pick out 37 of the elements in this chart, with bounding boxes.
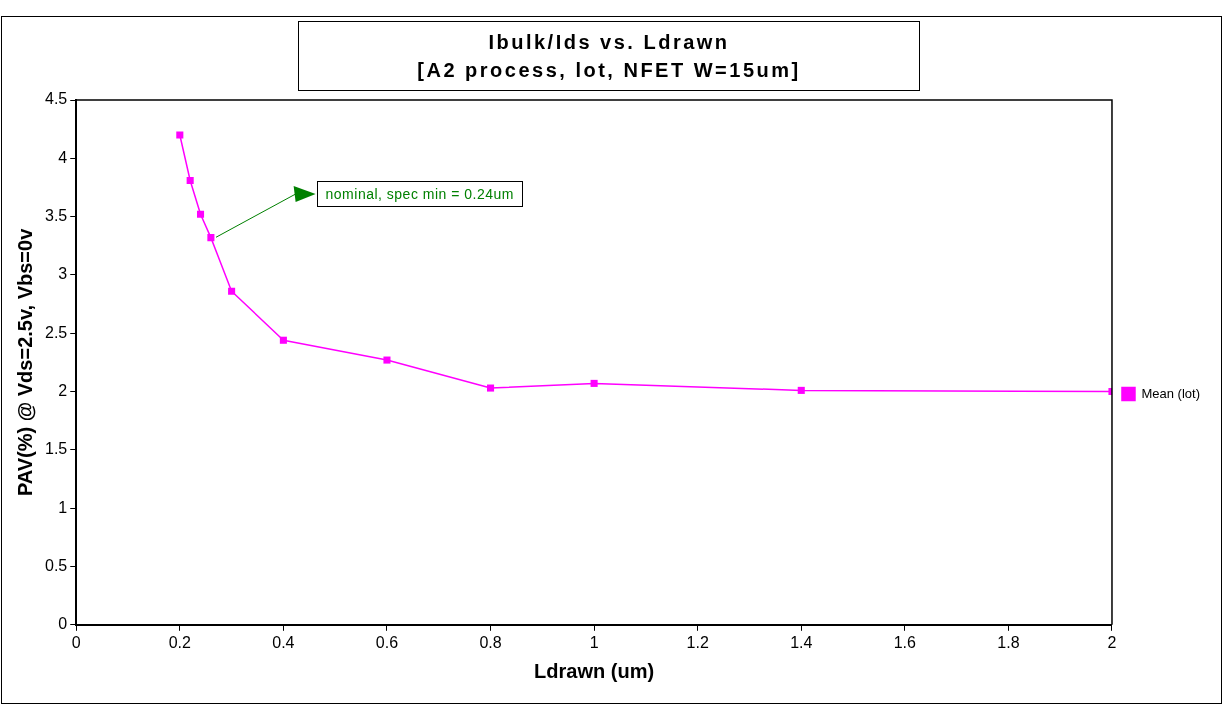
x-tick-label: 0.8 [479, 633, 502, 651]
x-tick-label: 1 [589, 633, 599, 651]
point [197, 210, 205, 218]
x-tick-label: 1.4 [790, 633, 813, 651]
y-tick-label: 3.5 [44, 207, 68, 225]
point [590, 379, 598, 387]
point [207, 234, 215, 242]
y-tick-label: 0.5 [44, 556, 68, 574]
x-tick-label: 0.4 [272, 633, 295, 651]
chart-title: Ibulk/Ids vs. Ldrawn [487, 30, 731, 55]
point [279, 336, 287, 344]
y-tick-label: 4.5 [44, 90, 68, 108]
point [186, 176, 194, 185]
y-tick-label: 2 [58, 381, 68, 399]
y-tick-label: 4 [58, 148, 68, 166]
y-tick-label: 1 [58, 498, 68, 516]
y-axis-title: PAV(%) @ Vds=2.5v, Vbs=0v [13, 227, 36, 497]
x-tick-label: 1.8 [997, 633, 1020, 651]
y-tick-label: 2.5 [44, 323, 68, 341]
y-tick-label: 0 [58, 615, 68, 633]
y-tick-label: 1.5 [44, 440, 68, 458]
x-tick-label: 2 [1107, 633, 1117, 651]
chart-subtitle: [A2 process, lot, NFET W=15um] [416, 58, 802, 83]
legend-label: Mean (lot) [1141, 385, 1201, 401]
point [176, 131, 184, 139]
point [383, 356, 391, 364]
x-tick-label: 0 [71, 633, 81, 651]
x-tick-label: 0.2 [168, 633, 192, 651]
point [228, 287, 236, 295]
y-tick-label: 3 [58, 265, 68, 283]
x-axis-title: Ldrawn (um) [534, 659, 655, 682]
x-tick-label: 1.6 [893, 633, 917, 651]
x-tick-label: 1.2 [686, 633, 709, 651]
annotation: nominal, spec min = 0.24um [316, 181, 524, 208]
point [797, 386, 805, 394]
point [487, 384, 495, 392]
x-tick-label: 0.6 [375, 633, 399, 651]
